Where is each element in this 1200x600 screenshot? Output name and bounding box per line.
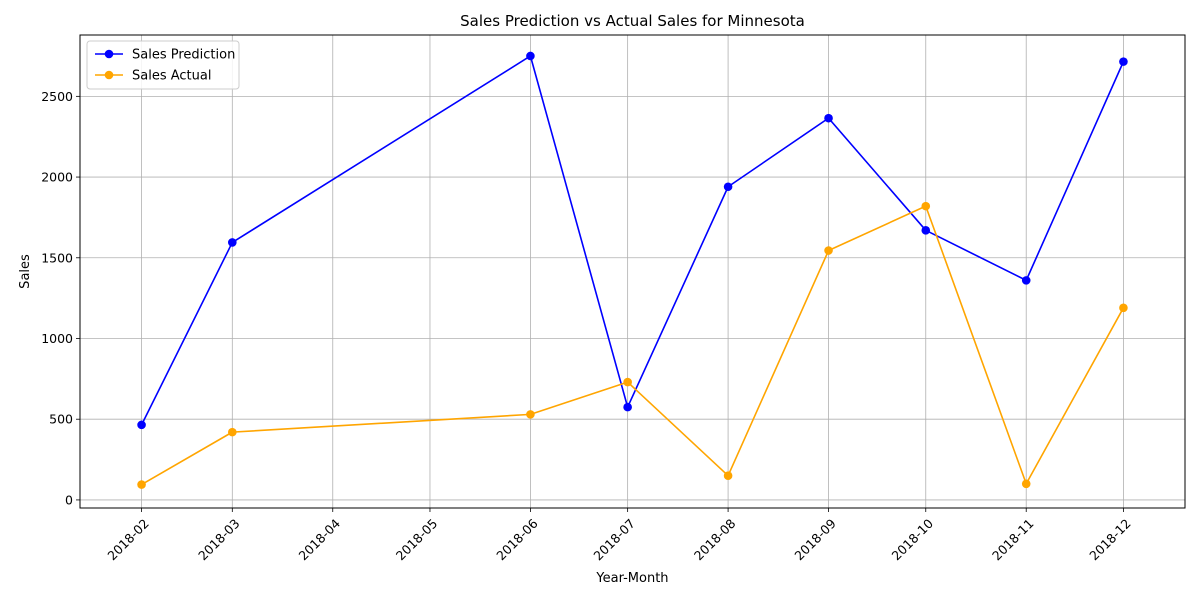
legend-label: Sales Prediction: [132, 48, 235, 63]
y-axis-label: Sales: [18, 254, 33, 289]
data-point: [228, 238, 237, 247]
data-point: [1119, 303, 1128, 313]
data-point: [526, 51, 535, 61]
x-tick-label: 2018-09: [791, 516, 839, 564]
x-tick-label: 2018-11: [989, 516, 1037, 564]
series-line-2: [141, 205, 1125, 486]
x-tick-label: 2018-07: [590, 516, 638, 564]
series-line-1: [140, 55, 1125, 426]
legend-swatch-marker: [104, 70, 114, 80]
legend-swatch-marker: [104, 49, 114, 59]
data-point: [1119, 57, 1128, 66]
legend-box: [86, 40, 240, 90]
data-point: [228, 427, 237, 437]
y-tick-label: 500: [49, 412, 73, 427]
y-tick-label: 1500: [41, 250, 73, 265]
data-point: [921, 226, 931, 235]
plot-area-frame: [79, 34, 1186, 509]
y-tick-label: 1000: [41, 331, 73, 346]
x-tick-label: 2018-08: [691, 516, 739, 564]
data-point: [1021, 479, 1031, 489]
x-tick-label: 2018-12: [1086, 516, 1134, 564]
series-layer: [137, 51, 1128, 489]
y-tick-label: 2500: [41, 89, 73, 104]
y-tick-label: 2000: [41, 170, 73, 185]
data-point: [723, 471, 733, 481]
data-point: [137, 420, 146, 430]
data-point: [137, 480, 146, 489]
chart-title: Sales Prediction vs Actual Sales for Min…: [460, 12, 805, 30]
x-tick-label: 2018-02: [104, 516, 152, 564]
data-point: [623, 402, 632, 412]
y-tick-label: 0: [65, 492, 73, 507]
x-tick-label: 2018-03: [195, 516, 243, 564]
x-tick-label: 2018-05: [393, 516, 441, 564]
x-tick-label: 2018-06: [493, 516, 541, 564]
data-point: [824, 113, 833, 123]
legend-label: Sales Actual: [132, 69, 211, 84]
data-point: [1021, 276, 1031, 285]
data-point: [921, 201, 931, 211]
data-point: [723, 182, 733, 192]
x-axis-label: Year-Month: [595, 571, 668, 586]
x-tick-label: 2018-04: [296, 516, 344, 564]
data-point: [526, 410, 535, 419]
legend: Sales Prediction Sales Actual: [86, 40, 240, 90]
x-tick-label: 2018-10: [889, 516, 937, 564]
data-point: [824, 246, 833, 255]
data-point: [623, 377, 632, 387]
grid: [80, 35, 1185, 508]
